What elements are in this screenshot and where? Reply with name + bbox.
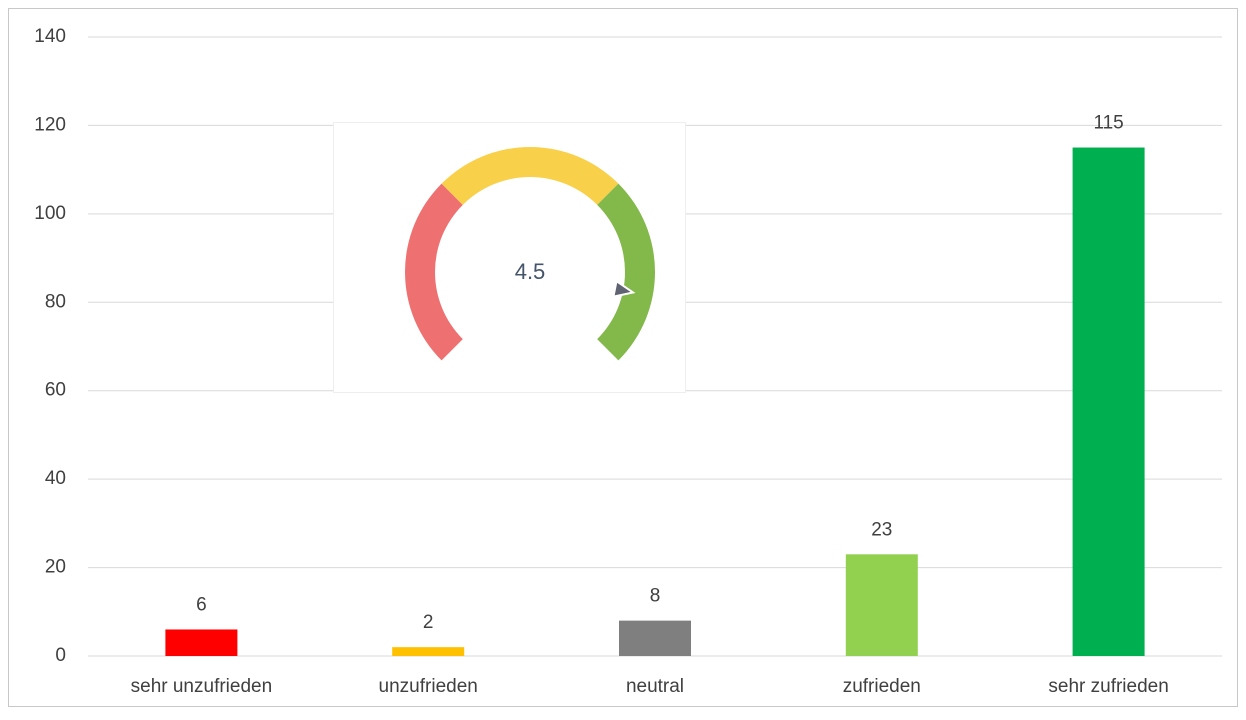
bar [619, 620, 691, 656]
data-label: 6 [196, 594, 207, 615]
gauge-pointer [612, 279, 636, 298]
bar [392, 647, 465, 656]
x-tick-label: zufrieden [843, 676, 921, 697]
x-tick-label: sehr zufrieden [1048, 676, 1168, 697]
bar [845, 554, 918, 656]
data-label: 2 [423, 612, 434, 633]
gauge-segment [597, 183, 655, 361]
gauge-segment [405, 183, 463, 361]
x-tick-label: unzufrieden [379, 676, 478, 697]
data-label: 115 [1093, 113, 1123, 134]
gauge-segment [441, 146, 619, 205]
y-tick-label: 20 [45, 557, 66, 578]
bar [165, 629, 238, 656]
y-tick-label: 0 [55, 645, 66, 666]
y-tick-label: 100 [34, 203, 66, 224]
y-tick-label: 120 [34, 114, 66, 135]
y-tick-label: 80 [45, 291, 66, 312]
data-label: 8 [650, 586, 661, 607]
gauge-value: 4.5 [515, 259, 546, 284]
x-tick-label: neutral [626, 676, 684, 697]
x-tick-label: sehr unzufrieden [131, 676, 273, 697]
y-tick-label: 60 [45, 380, 66, 401]
y-tick-label: 40 [45, 468, 66, 489]
data-label: 23 [871, 519, 892, 540]
y-tick-label: 140 [34, 26, 66, 47]
bar [1072, 147, 1145, 657]
